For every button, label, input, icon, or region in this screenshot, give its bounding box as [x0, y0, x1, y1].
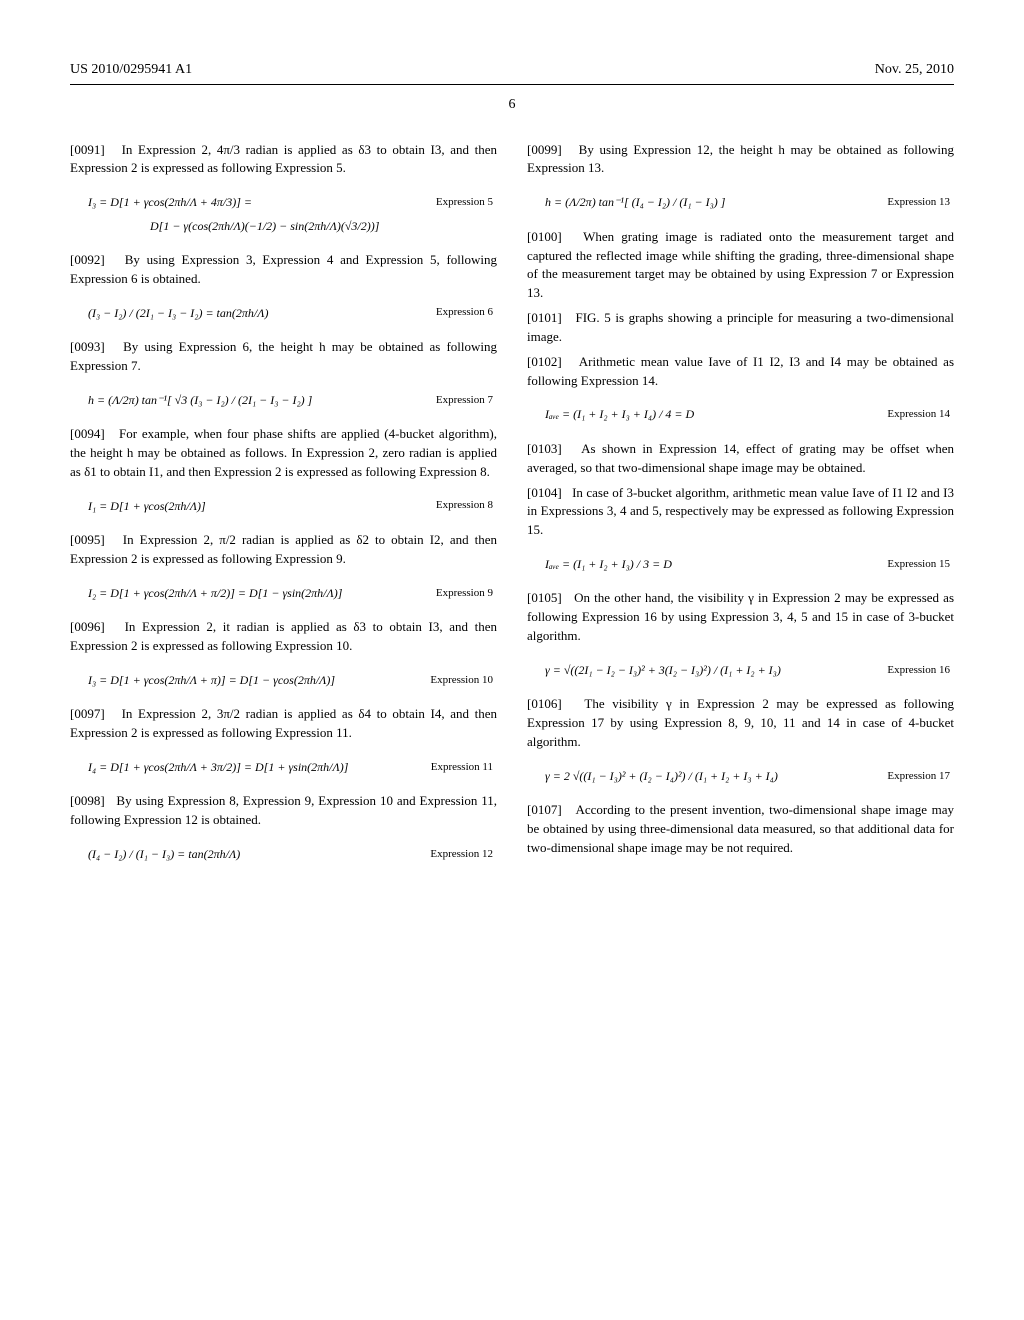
para-0107: [0107] According to the present inventio… — [527, 801, 954, 858]
para-0102: [0102] Arithmetic mean value Iave of I1 … — [527, 353, 954, 391]
expression-8: I₁ = D[1 + γcos(2πh/Λ)] Expression 8 — [70, 498, 497, 515]
expression-15: Iₐᵥₑ = (I₁ + I₂ + I₃) / 3 = D Expression… — [527, 556, 954, 573]
para-0104: [0104] In case of 3-bucket algorithm, ar… — [527, 484, 954, 541]
para-0099: [0099] By using Expression 12, the heigh… — [527, 141, 954, 179]
para-0100: [0100] When grating image is radiated on… — [527, 228, 954, 303]
para-0103: [0103] As shown in Expression 14, effect… — [527, 440, 954, 478]
para-0101: [0101] FIG. 5 is graphs showing a princi… — [527, 309, 954, 347]
expression-12: (I₄ − I₂) / (I₁ − I₃) = tan(2πh/Λ) Expre… — [70, 846, 497, 863]
para-0096: [0096] In Expression 2, it radian is app… — [70, 618, 497, 656]
para-0106: [0106] The visibility γ in Expression 2 … — [527, 695, 954, 752]
page-header: US 2010/0295941 A1 Nov. 25, 2010 — [70, 60, 954, 80]
expression-17: γ = 2 √((I₁ − I₃)² + (I₂ − I₄)²) / (I₁ +… — [527, 768, 954, 785]
para-0097: [0097] In Expression 2, 3π/2 radian is a… — [70, 705, 497, 743]
para-0098: [0098] By using Expression 8, Expression… — [70, 792, 497, 830]
expression-7: h = (Λ/2π) tan⁻¹[ √3 (I₃ − I₂) / (2I₁ − … — [70, 392, 497, 409]
expression-13: h = (Λ/2π) tan⁻¹[ (I₄ − I₂) / (I₁ − I₃) … — [527, 194, 954, 211]
para-0091: [0091] In Expression 2, 4π/3 radian is a… — [70, 141, 497, 179]
page-number: 6 — [70, 95, 954, 115]
publication-date: Nov. 25, 2010 — [875, 60, 954, 80]
header-rule — [70, 84, 954, 85]
expression-6: (I₃ − I₂) / (2I₁ − I₃ − I₂) = tan(2πh/Λ)… — [70, 305, 497, 322]
expression-11: I₄ = D[1 + γcos(2πh/Λ + 3π/2)] = D[1 + γ… — [70, 759, 497, 776]
publication-number: US 2010/0295941 A1 — [70, 60, 192, 80]
expression-9: I₂ = D[1 + γcos(2πh/Λ + π/2)] = D[1 − γs… — [70, 585, 497, 602]
expression-16: γ = √((2I₁ − I₂ − I₃)² + 3(I₂ − I₃)²) / … — [527, 662, 954, 679]
para-0094: [0094] For example, when four phase shif… — [70, 425, 497, 482]
para-0093: [0093] By using Expression 6, the height… — [70, 338, 497, 376]
para-0095: [0095] In Expression 2, π/2 radian is ap… — [70, 531, 497, 569]
expression-10: I₃ = D[1 + γcos(2πh/Λ + π)] = D[1 − γcos… — [70, 672, 497, 689]
expression-14: Iₐᵥₑ = (I₁ + I₂ + I₃ + I₄) / 4 = D Expre… — [527, 406, 954, 423]
body-columns: [0091] In Expression 2, 4π/3 radian is a… — [70, 141, 954, 872]
para-0092: [0092] By using Expression 3, Expression… — [70, 251, 497, 289]
para-0105: [0105] On the other hand, the visibility… — [527, 589, 954, 646]
expression-5: I₃ = D[1 + γcos(2πh/Λ + 4π/3)] = Express… — [70, 194, 497, 235]
